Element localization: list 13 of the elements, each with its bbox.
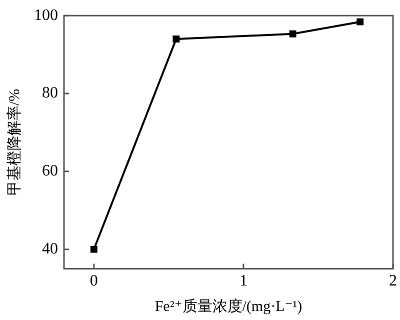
y-tick-label: 60 <box>42 162 58 180</box>
x-axis-title: Fe²⁺质量浓度/(mg·L⁻¹) <box>154 298 302 315</box>
point <box>172 36 180 42</box>
x-tick-label: 1 <box>239 272 248 290</box>
y-tick-label: 80 <box>42 84 58 102</box>
point <box>356 18 364 26</box>
x-tick-label: 2 <box>389 272 397 290</box>
y-tick-label: 40 <box>42 240 58 258</box>
y-axis-title: 甲基橙降解率/% <box>6 88 23 196</box>
point <box>289 30 296 38</box>
point <box>90 246 98 253</box>
x-tick-label: 0 <box>90 272 98 290</box>
y-tick-label: 100 <box>34 6 58 24</box>
